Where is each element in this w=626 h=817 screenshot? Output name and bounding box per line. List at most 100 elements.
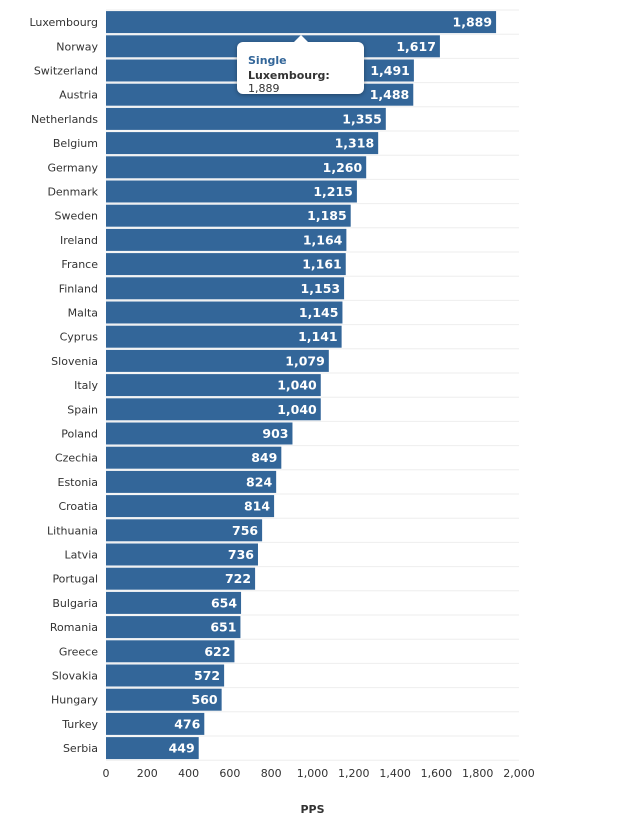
value-label: 1,040 [277, 402, 317, 417]
bar [106, 180, 357, 203]
category-label: Spain [67, 403, 98, 416]
x-tick-label: 200 [137, 767, 158, 780]
category-label: Portugal [52, 573, 98, 586]
category-label: Romania [50, 621, 98, 634]
bar [106, 664, 225, 687]
value-label: 1,491 [370, 63, 410, 78]
value-label: 814 [244, 499, 270, 514]
category-label: Sweden [55, 210, 98, 223]
bar [106, 737, 199, 760]
value-label: 1,079 [285, 353, 325, 368]
value-label: 903 [262, 426, 288, 441]
category-label: Germany [47, 161, 98, 174]
value-label: 1,488 [370, 87, 410, 102]
x-tick-label: 1,000 [297, 767, 329, 780]
category-label: Turkey [61, 718, 98, 731]
category-label: Italy [74, 379, 98, 392]
x-tick-label: 600 [219, 767, 240, 780]
category-label: France [61, 258, 98, 271]
value-label: 756 [232, 523, 258, 538]
category-label: Austria [59, 89, 98, 102]
value-label: 1,617 [396, 39, 436, 54]
value-label: 476 [174, 716, 200, 731]
category-label: Cyprus [60, 331, 99, 344]
bar [106, 688, 222, 711]
tooltip: Single Luxembourg: 1,889 [237, 35, 364, 95]
value-label: 1,164 [303, 232, 343, 247]
value-label: 1,161 [302, 257, 342, 272]
category-label: Belgium [53, 137, 98, 150]
bar [106, 567, 256, 590]
bar [106, 204, 351, 227]
x-tick-label: 2,000 [503, 767, 535, 780]
bar [106, 470, 277, 493]
category-label: Poland [61, 428, 98, 441]
tooltip-value: 1,889 [248, 82, 280, 95]
bar [106, 616, 241, 639]
value-label: 849 [251, 450, 277, 465]
value-label: 651 [210, 620, 236, 635]
x-tick-label: 1,600 [421, 767, 453, 780]
bar [106, 301, 343, 324]
value-label: 722 [225, 571, 251, 586]
bar [106, 156, 367, 179]
value-label: 622 [204, 644, 230, 659]
bar [106, 422, 293, 445]
category-label: Slovakia [52, 670, 98, 683]
bar [106, 495, 275, 518]
bar [106, 543, 258, 566]
bar [106, 325, 342, 348]
bar [106, 11, 497, 34]
category-label: Finland [59, 282, 98, 295]
x-tick-label: 1,200 [338, 767, 370, 780]
category-label: Lithuania [47, 524, 98, 537]
value-label: 449 [169, 741, 195, 756]
bar [106, 107, 386, 130]
tooltip-series: Single [248, 54, 287, 67]
value-label: 1,185 [307, 208, 347, 223]
category-label: Malta [68, 307, 98, 320]
value-label: 654 [211, 595, 237, 610]
bar [106, 591, 242, 614]
value-label: 1,318 [335, 136, 375, 151]
value-label: 1,153 [301, 281, 341, 296]
x-tick-label: 800 [261, 767, 282, 780]
category-label: Estonia [58, 476, 99, 489]
category-label: Croatia [58, 500, 98, 513]
bar [106, 132, 379, 155]
category-label: Switzerland [34, 65, 98, 78]
value-label: 1,145 [299, 305, 339, 320]
x-tick-label: 1,400 [379, 767, 411, 780]
value-label: 572 [194, 668, 220, 683]
category-label: Netherlands [31, 113, 98, 126]
bar [106, 446, 282, 469]
bar [106, 349, 329, 372]
category-label: Hungary [51, 694, 98, 707]
value-label: 824 [246, 474, 272, 489]
value-label: 560 [192, 692, 218, 707]
bar [106, 398, 321, 421]
category-label: Serbia [63, 742, 98, 755]
bar [106, 228, 347, 251]
category-label: Ireland [60, 234, 98, 247]
value-label: 1,141 [298, 329, 338, 344]
category-label: Norway [56, 40, 98, 53]
tooltip-category: Luxembourg: [248, 69, 330, 82]
bar [106, 519, 263, 542]
category-label: Latvia [65, 549, 99, 562]
x-tick-label: 0 [103, 767, 110, 780]
category-label: Greece [59, 645, 98, 658]
category-label: Bulgaria [52, 597, 98, 610]
category-label: Denmark [47, 186, 98, 199]
value-label: 1,260 [323, 160, 363, 175]
bar [106, 277, 345, 300]
category-label: Czechia [55, 452, 98, 465]
bar [106, 712, 205, 735]
value-label: 1,040 [277, 378, 317, 393]
bar [106, 253, 346, 276]
value-label: 1,889 [453, 15, 493, 30]
bar [106, 640, 235, 663]
x-tick-label: 1,800 [462, 767, 494, 780]
value-label: 1,355 [342, 111, 382, 126]
